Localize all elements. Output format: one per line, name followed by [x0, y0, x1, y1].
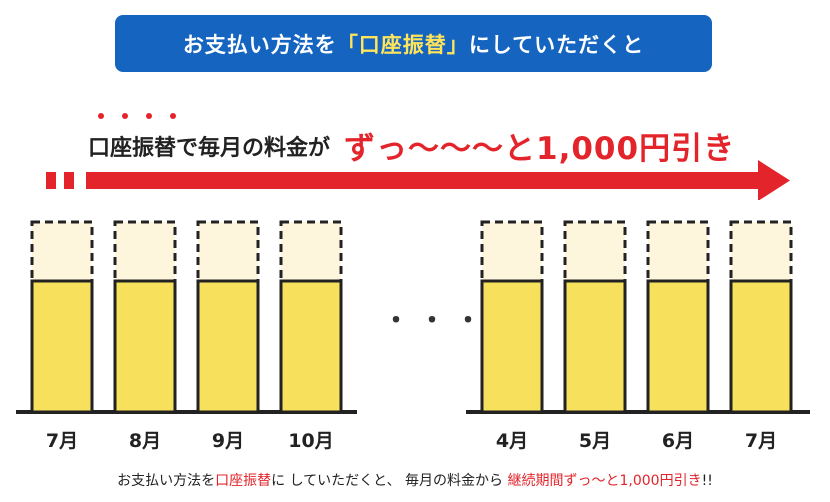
month-label: 6月 [661, 430, 695, 452]
footer-note: お支払い方法を口座振替に していただくと、 毎月の料金から 継続期間ずっ〜と1,… [0, 470, 830, 490]
bar-discount-portion [729, 220, 793, 283]
bar-discount-portion [30, 220, 94, 283]
bar-discount-portion [113, 220, 177, 283]
headline-emphasis: ずっ〜〜〜と1,000円引き [344, 131, 736, 167]
footer-part5: !! [701, 473, 713, 489]
arrow-dash [64, 172, 74, 189]
month-label: 7月 [45, 430, 79, 452]
bar-monthly-fee [646, 279, 710, 414]
month-label: 9月 [211, 430, 245, 452]
bar-discount-portion [646, 220, 710, 283]
month-label: 8月 [128, 430, 162, 452]
monthly-bars [16, 220, 810, 414]
emphasis-dot [98, 113, 104, 119]
banner-highlight: 「口座振替」 [336, 32, 469, 57]
month-label: 7月 [744, 430, 778, 452]
banner-suffix: にしていただくと [468, 32, 645, 57]
emphasis-dot [146, 113, 152, 119]
footer-part3: に していただくと、 毎月の料金から [271, 473, 504, 489]
title-banner: お支払い方法を 「口座振替」 にしていただくと [115, 15, 712, 72]
bar-monthly-fee [30, 279, 94, 414]
headline-lead: 口座振替で毎月の料金が [88, 136, 331, 161]
bar-monthly-fee [563, 279, 627, 414]
bar-monthly-fee [113, 279, 177, 414]
bar-discount-portion [196, 220, 260, 283]
bar-discount-portion [279, 220, 343, 283]
month-label: 4月 [495, 430, 529, 452]
footer-part2: 口座振替 [215, 473, 272, 489]
bar-monthly-fee [729, 279, 793, 414]
bar-monthly-fee [279, 279, 343, 414]
footer-part4: 継続期間ずっ〜と1,000円引き [507, 473, 702, 489]
arrow-dash [46, 172, 56, 189]
bar-monthly-fee [196, 279, 260, 414]
footer-part1: お支払い方法を [117, 473, 216, 489]
month-label: 5月 [578, 430, 612, 452]
month-label: 10月 [288, 430, 334, 452]
ellipsis: ・・・ [383, 306, 492, 336]
timeline-arrow [46, 160, 790, 200]
emphasis-dot [122, 113, 128, 119]
bar-monthly-fee [480, 279, 544, 414]
discount-headline: 口座振替で毎月の料金が ずっ〜〜〜と1,000円引き [88, 118, 735, 168]
banner-prefix: お支払い方法を [182, 32, 337, 57]
bar-discount-portion [563, 220, 627, 283]
bar-discount-portion [480, 220, 544, 283]
arrow-shaft [86, 160, 790, 200]
emphasis-dot [170, 113, 176, 119]
